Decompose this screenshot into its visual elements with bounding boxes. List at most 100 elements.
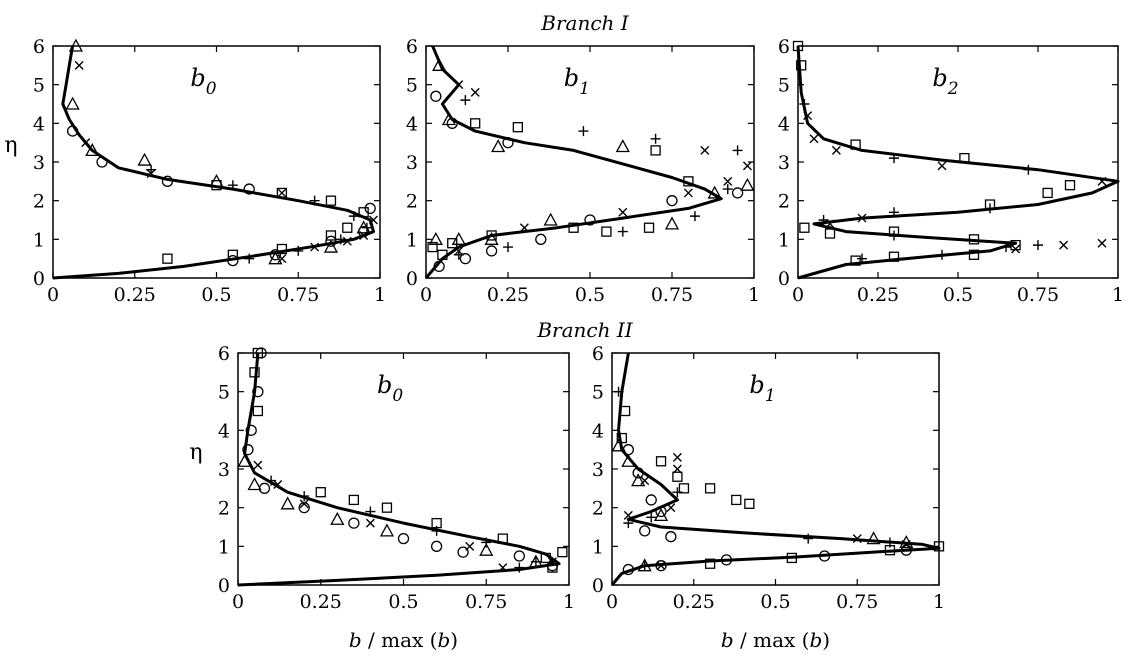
circle-marker [397,532,410,545]
y-tick-label: 5 [406,75,418,97]
y-tick-label: 1 [33,229,45,251]
square-marker [850,139,861,150]
x-tick-label: 0.75 [836,591,878,613]
square-marker [704,558,716,569]
x-tick-label: 0.75 [1017,284,1059,306]
x-tick-label: 0.5 [575,284,605,306]
circle-marker [227,254,239,267]
x-tick-label: 0.5 [388,591,418,613]
y-tick-label: 6 [33,36,45,58]
circle-marker [161,175,174,187]
cross-marker [672,452,682,462]
x-tick-label: 0.5 [201,284,231,306]
square-marker [447,238,458,249]
square-marker [211,180,222,191]
profile-curve [52,45,375,280]
x-axis-label: b / max (b) [721,628,830,652]
x-tick-label: 0.25 [487,284,529,306]
circle-marker [645,494,657,506]
y-tick-label: 3 [592,459,604,481]
square-marker [1064,180,1076,191]
square-marker [497,533,508,544]
circle-marker [513,550,525,562]
cross-marker [672,464,682,474]
circle-marker [818,550,831,562]
square-marker [650,145,661,156]
cross-marker [81,138,91,148]
panel-label: b1 [564,64,590,99]
y-tick-label: 2 [218,498,230,520]
cross-marker [742,161,752,171]
profile-curve [424,45,723,279]
plus-marker [293,245,304,256]
plus-marker [244,253,255,264]
plus-marker [578,126,589,137]
square-marker [315,487,326,498]
plus-marker [937,249,947,260]
x-tick-label: 0 [420,284,432,306]
plus-marker [985,203,995,214]
x-tick-label: 0 [47,284,59,306]
panel-label: b0 [190,64,216,99]
plus-marker [613,386,624,397]
y-tick-label: 0 [406,268,418,290]
x-tick-label: 0.25 [673,591,715,613]
cross-marker [831,145,841,155]
y-tick-label: 4 [592,420,604,442]
triangle-marker [209,173,224,187]
cross-marker [809,134,819,144]
square-marker [616,432,627,444]
x-tick-label: 0 [606,591,618,613]
x-tick-label: 0 [232,591,244,613]
y-tick-label: 5 [33,75,45,97]
cross-marker [700,145,710,155]
x-tick-label: 0.5 [943,284,973,306]
plus-marker [1023,164,1034,175]
square-marker [227,249,239,260]
cross-marker [1097,176,1107,186]
circle-marker [364,202,376,215]
triangle-marker [543,212,558,226]
y-tick-label: 0 [218,575,230,597]
square-marker [796,60,807,71]
square-marker [342,222,353,233]
plus-marker [623,518,634,529]
circle-marker [655,505,667,518]
circle-marker [255,347,267,359]
triangle-marker [379,523,395,537]
y-tick-label: 4 [218,420,230,442]
cross-marker [1011,244,1021,254]
circle-marker [258,482,271,494]
y-tick-label: 1 [778,229,790,251]
circle-marker [655,560,667,572]
plus-marker [884,537,895,548]
y-tick-label: 3 [406,152,418,174]
y-tick-label: 1 [592,536,604,558]
y-tick-label: 4 [33,113,45,135]
chart-panel: 0 0.25 0.5 0.75 1 0 1 2 3 4 5 6 b / max (b) b1 [592,343,945,652]
plot-frame [237,352,570,586]
plus-marker [514,562,525,573]
cross-marker [1097,238,1107,248]
circle-marker [546,560,559,572]
cross-marker [365,518,375,528]
circle-marker [242,444,254,456]
plot-frame [425,45,755,279]
cross-marker [498,563,508,573]
circle-marker [96,156,108,168]
plus-marker [732,145,743,156]
triangle-marker [491,139,506,153]
square-marker [252,405,264,417]
x-tick-label: 1 [933,591,945,613]
plus-marker [309,195,320,206]
cross-marker [342,236,352,246]
cross-marker [359,230,369,240]
plus-marker [227,180,238,191]
cross-marker [857,213,867,223]
square-marker [568,222,579,233]
plus-marker [361,222,372,233]
triangle-marker [621,453,636,467]
plus-marker [460,95,471,106]
triangle-marker [268,251,283,265]
square-marker [276,243,288,255]
